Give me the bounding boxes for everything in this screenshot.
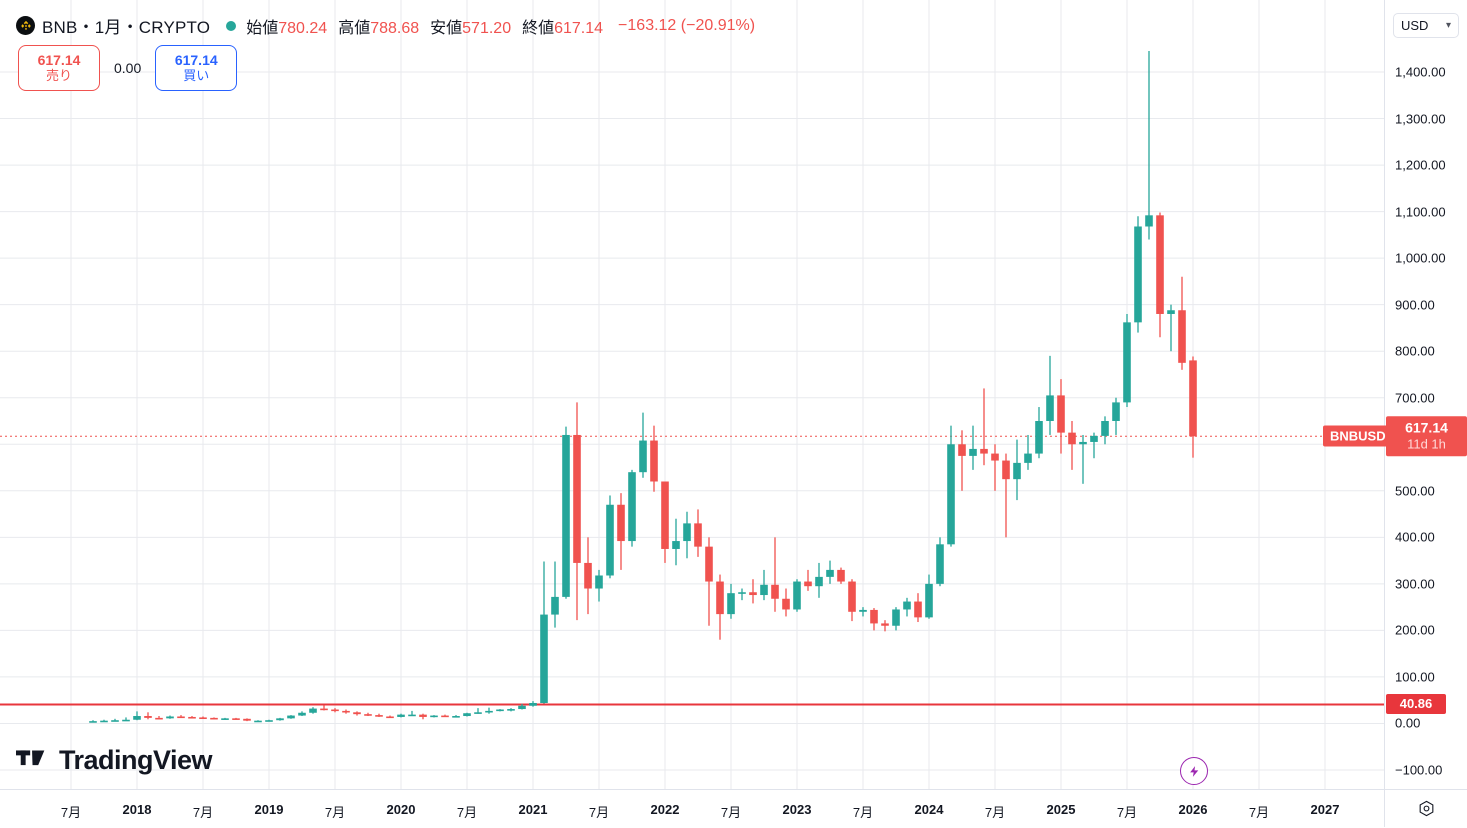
symbol-title[interactable]: BNB・1月・CRYPTO [42,18,211,37]
time-tick: 7月 [60,805,82,820]
time-tick: 2018 [122,802,152,817]
time-tick: 2024 [914,802,944,817]
ohlc-change: −163.12 (−20.91%) [618,16,756,34]
price-tick: 700.00 [1395,390,1435,406]
market-status-dot [226,20,237,31]
price-tick: 200.00 [1395,622,1435,638]
ohlc-high-label: 高値 [338,19,371,37]
bnb-coin-icon [16,16,35,35]
ohlc-high: 高値788.68 [338,14,419,38]
ohlc-values: 始値780.24 高値788.68 安値571.20 終値617.14 −163… [246,14,755,38]
last-price-symbol-tag: BNBUSD [1323,425,1393,447]
ohlc-low-label: 安値 [430,19,463,37]
price-tick: 0.00 [1395,715,1421,731]
currency-selector[interactable]: USD ▾ [1393,13,1459,38]
ohlc-open: 始値780.24 [246,14,327,38]
ohlc-high-value: 788.68 [370,19,420,37]
price-tick: 1,100.00 [1395,204,1446,220]
price-tick: −100.00 [1395,762,1443,778]
time-tick: 7月 [456,805,478,820]
price-tick: 1,200.00 [1395,157,1446,173]
trade-buttons: 617.14 売り 0.00 617.14 買い [18,45,238,91]
time-tick: 2026 [1178,802,1208,817]
price-tick: 100.00 [1395,669,1435,685]
tradingview-logo-icon [16,747,50,774]
time-tick: 7月 [720,805,742,820]
price-tick: 1,300.00 [1395,111,1446,127]
buy-button[interactable]: 617.14 買い [155,45,238,91]
ohlc-close-label: 終値 [522,19,555,37]
price-tick: 800.00 [1395,343,1435,359]
ohlc-close-value: 617.14 [554,19,604,37]
time-tick: 7月 [588,805,610,820]
sell-price: 617.14 [37,51,81,68]
spread-value: 0.00 [114,60,142,76]
chart-legend: BNB・1月・CRYPTO 始値780.24 高値788.68 安値571.20… [16,13,755,38]
price-tick: 300.00 [1395,576,1435,592]
price-tick: 500.00 [1395,483,1435,499]
ohlc-low-value: 571.20 [462,19,512,37]
time-tick: 7月 [192,805,214,820]
time-tick: 2021 [518,802,548,817]
time-tick: 2027 [1310,802,1340,817]
price-tick: 900.00 [1395,297,1435,313]
sell-button[interactable]: 617.14 売り [18,45,100,91]
last-price-countdown: 11d 1h [1407,436,1446,452]
tradingview-brand: TradingView [16,745,213,776]
baseline-price-tag[interactable]: 40.86 [1386,694,1446,715]
last-price-value: 617.14 [1405,419,1448,436]
buy-label: 買い [183,67,210,83]
last-price-tag[interactable]: 617.14 11d 1h [1386,416,1467,456]
time-tick: 2020 [386,802,416,817]
ohlc-open-value: 780.24 [278,19,328,37]
price-tick: 400.00 [1395,529,1435,545]
time-tick: 7月 [852,805,874,820]
chart-settings-icon[interactable] [1384,790,1467,827]
sell-label: 売り [45,67,72,83]
price-tick: 1,000.00 [1395,250,1446,266]
time-tick: 2022 [650,802,680,817]
time-tick: 7月 [1248,805,1270,820]
currency-label: USD [1401,18,1429,33]
ohlc-close: 終値617.14 [522,14,603,38]
chevron-down-icon: ▾ [1445,19,1451,31]
time-tick: 2025 [1046,802,1076,817]
time-tick: 2019 [254,802,284,817]
time-tick: 7月 [1116,805,1138,820]
time-tick: 7月 [984,805,1006,820]
ohlc-open-label: 始値 [246,19,279,37]
time-axis[interactable]: 7月 2018 7月 2019 7月 2020 7月 2021 7月 2022 7月 2023 7月 20… [0,789,1467,828]
time-tick: 2023 [782,802,812,817]
ohlc-low: 安値571.20 [430,14,511,38]
time-tick: 7月 [324,805,346,820]
lightning-bolt-icon[interactable] [1180,757,1208,785]
buy-price: 617.14 [174,51,218,68]
price-axis[interactable]: USD ▾ 1,400.00 1,300.00 1,200.00 1,100.00 1,… [1384,0,1467,790]
price-tick: 1,400.00 [1395,64,1446,80]
brand-name: TradingView [59,745,213,775]
